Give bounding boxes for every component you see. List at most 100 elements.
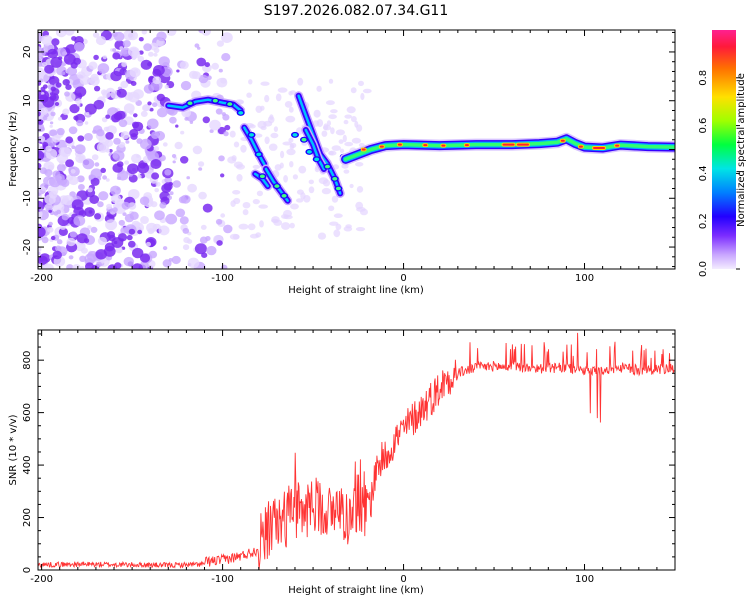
speckle	[116, 187, 120, 191]
speckle	[105, 132, 114, 140]
speckle	[96, 141, 109, 153]
halo-blob	[249, 233, 259, 239]
speckle	[85, 262, 94, 269]
speckle	[89, 195, 100, 204]
speckle	[194, 243, 207, 255]
speckle	[123, 256, 134, 267]
speckle	[158, 56, 170, 67]
halo-blob	[292, 174, 298, 180]
snr-axes: -200 -100 0 100 0 200 400 600 800	[22, 330, 676, 585]
speckle	[145, 241, 151, 247]
colorbar-label: Normalized spectral amplitude	[736, 73, 747, 227]
halo-blob	[259, 220, 264, 228]
hot-spot	[593, 147, 605, 149]
speckle	[137, 162, 150, 174]
halo-blob	[260, 125, 267, 131]
speckle	[154, 210, 165, 221]
x-tick-label: 100	[575, 574, 594, 585]
halo-blob	[233, 161, 243, 169]
speckle	[152, 102, 158, 108]
spectrogram-heatmap	[38, 30, 675, 269]
speckle	[66, 237, 76, 247]
speckle	[110, 70, 122, 82]
speckle	[73, 215, 86, 227]
speckle	[224, 124, 231, 131]
speckle	[69, 104, 80, 114]
speckle	[62, 79, 70, 86]
speckle	[42, 116, 48, 121]
speckle	[97, 201, 104, 208]
speckle	[65, 159, 74, 168]
speckle	[156, 31, 167, 42]
speckle	[131, 121, 140, 129]
halo-blob	[362, 88, 372, 94]
speckle	[153, 65, 165, 76]
halo-blob	[238, 223, 249, 230]
halo-blob	[358, 80, 364, 87]
halo-blob	[242, 202, 251, 209]
x-tick-label: -100	[211, 574, 234, 585]
speckle	[115, 246, 123, 254]
speckle	[74, 144, 86, 155]
speckle	[175, 124, 179, 128]
speckle	[216, 240, 223, 246]
speckle	[155, 181, 161, 187]
speckle	[90, 73, 99, 82]
y-tick-label: 0	[22, 567, 33, 573]
colorbar-ticks: 0.0 0.2 0.4 0.6 0.8	[698, 70, 740, 277]
speckle	[218, 68, 223, 73]
y-tick-label: 10	[22, 94, 33, 107]
halo-blob	[227, 156, 237, 164]
halo-blob	[290, 90, 296, 95]
speckle	[38, 251, 41, 256]
speckle	[182, 244, 190, 251]
speckle	[220, 213, 226, 218]
speckle	[184, 117, 189, 121]
x-tick-label: -200	[30, 574, 53, 585]
speckle	[38, 186, 47, 194]
speckle	[38, 226, 46, 238]
speckle	[71, 199, 84, 211]
speckle	[38, 192, 41, 196]
ridge-blob-core	[187, 101, 193, 105]
speckle	[92, 129, 97, 134]
speckle	[102, 55, 108, 60]
speckle	[92, 32, 100, 38]
ridge-blob-core	[335, 186, 341, 191]
speckle	[94, 213, 102, 220]
snr-x-label: Height of straight line (km)	[288, 585, 424, 596]
speckle	[38, 81, 42, 86]
speckle	[206, 245, 217, 256]
halo-blob	[273, 126, 278, 132]
speckle	[223, 131, 229, 137]
hot-spot	[578, 145, 583, 148]
speckle	[121, 201, 131, 210]
speckle	[56, 127, 65, 136]
speckle	[122, 49, 128, 55]
speckle	[65, 44, 77, 54]
speckle	[158, 225, 170, 236]
y-tick-label: -10	[22, 190, 33, 206]
speckle	[129, 211, 139, 220]
speckle	[198, 161, 205, 167]
halo-blob	[343, 169, 350, 174]
speckle	[39, 167, 47, 174]
y-tick-label: 400	[22, 456, 33, 475]
speckle	[151, 131, 160, 139]
speckle	[153, 146, 160, 152]
ridge-f-core	[304, 128, 326, 171]
speckle	[100, 167, 106, 173]
speckle	[209, 129, 214, 134]
speckle	[56, 239, 63, 245]
speckle	[56, 209, 62, 215]
hot-spot	[379, 145, 384, 148]
speckle	[118, 119, 128, 128]
speckle	[78, 184, 85, 191]
speckle	[149, 107, 154, 112]
speckle	[66, 66, 78, 76]
speckle	[52, 135, 61, 143]
hot-spot	[441, 144, 446, 147]
speckle	[52, 250, 62, 260]
speckle	[202, 116, 210, 124]
speckle	[128, 240, 136, 248]
